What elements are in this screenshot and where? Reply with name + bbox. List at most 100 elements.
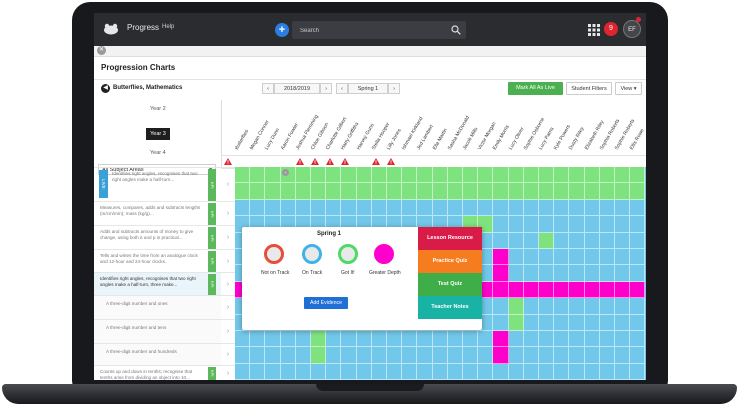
expand-row-arrow[interactable]: › — [221, 295, 235, 319]
grid-cell[interactable] — [356, 347, 372, 364]
objective-row[interactable]: Counts up and down in tenths; recognise … — [94, 365, 221, 380]
grid-cell[interactable] — [417, 331, 433, 348]
grid-cell[interactable] — [630, 183, 646, 200]
warning-icon[interactable] — [387, 158, 395, 165]
grid-cell[interactable] — [630, 331, 646, 348]
grid-cell[interactable] — [508, 216, 524, 233]
expand-row-arrow[interactable]: › — [221, 249, 235, 272]
grid-cell[interactable] — [447, 199, 463, 217]
grid-cell[interactable] — [402, 363, 418, 380]
grid-cell[interactable] — [508, 249, 524, 266]
grid-cell[interactable] — [371, 183, 387, 200]
grid-cell[interactable] — [493, 216, 509, 233]
objective-row[interactable]: Tells and writes the time from an analog… — [94, 249, 221, 272]
grid-cell[interactable] — [539, 331, 555, 348]
grid-cell[interactable] — [402, 331, 418, 348]
grid-cell[interactable] — [356, 183, 372, 200]
grid-cell[interactable] — [615, 183, 631, 200]
grid-cell[interactable] — [630, 314, 646, 331]
search-box[interactable] — [292, 21, 466, 41]
grid-cell[interactable] — [265, 199, 281, 217]
grid-cell[interactable] — [311, 363, 327, 380]
grid-cell[interactable] — [523, 199, 539, 217]
grid-cell[interactable] — [295, 363, 311, 380]
grid-cell[interactable] — [387, 331, 403, 348]
objective-row[interactable]: A three-digit number and hundreds — [94, 343, 221, 365]
grid-cell[interactable] — [523, 331, 539, 348]
grid-cell[interactable] — [584, 281, 600, 299]
grid-cell[interactable] — [569, 199, 585, 217]
grid-cell[interactable] — [615, 216, 631, 233]
grid-cell[interactable] — [523, 281, 539, 299]
grid-cell[interactable] — [417, 347, 433, 364]
expand-row-arrow[interactable]: › — [221, 272, 235, 295]
warning-icon[interactable] — [326, 158, 335, 165]
student-name-header[interactable]: Ellis Rowe — [628, 127, 646, 151]
objective-row[interactable]: Adds and subtracts amounts of money to g… — [94, 225, 221, 249]
grid-cell[interactable] — [508, 281, 524, 299]
grid-cell[interactable] — [584, 183, 600, 200]
grid-cell[interactable] — [630, 249, 646, 266]
grid-cell[interactable] — [493, 183, 509, 200]
grid-cell[interactable] — [447, 363, 463, 380]
grid-cell[interactable] — [615, 232, 631, 249]
grid-cell[interactable] — [235, 167, 251, 184]
grid-cell[interactable] — [326, 331, 342, 348]
grid-cell[interactable] — [493, 232, 509, 249]
grid-cell[interactable] — [265, 347, 281, 364]
grid-cell[interactable] — [463, 347, 479, 364]
grid-cell[interactable] — [402, 199, 418, 217]
grid-cell[interactable] — [387, 183, 403, 200]
view-dropdown[interactable]: View ▾ — [615, 82, 642, 95]
grid-cell[interactable] — [569, 232, 585, 249]
grid-cell[interactable] — [523, 265, 539, 282]
grid-cell[interactable] — [463, 363, 479, 380]
grid-cell[interactable] — [508, 265, 524, 282]
grid-cell[interactable] — [493, 314, 509, 331]
grid-cell[interactable] — [341, 199, 357, 217]
student-filters-button[interactable]: Student Filters — [566, 82, 612, 95]
grid-cell[interactable] — [508, 167, 524, 184]
grid-cell[interactable] — [250, 183, 266, 200]
add-evidence-button[interactable]: Add Evidence — [304, 297, 348, 309]
grid-cell[interactable] — [630, 232, 646, 249]
next-term-button[interactable]: › — [388, 83, 400, 94]
grid-cell[interactable] — [569, 216, 585, 233]
grid-cell[interactable] — [235, 363, 251, 380]
grid-cell[interactable] — [250, 363, 266, 380]
grid-cell[interactable] — [508, 199, 524, 217]
grid-cell[interactable] — [493, 298, 509, 315]
grid-cell[interactable] — [265, 183, 281, 200]
mark-all-live-button[interactable]: Mark All As Live — [508, 82, 563, 95]
grid-cell[interactable] — [569, 167, 585, 184]
grid-cell[interactable] — [341, 331, 357, 348]
grid-cell[interactable] — [311, 331, 327, 348]
grid-cell[interactable] — [569, 363, 585, 380]
grid-cell[interactable] — [493, 265, 509, 282]
term-select[interactable]: Spring 1 — [348, 83, 388, 94]
brand-name[interactable]: Progress — [127, 23, 160, 32]
user-avatar[interactable]: EF — [623, 20, 641, 38]
got-it-option[interactable] — [338, 244, 358, 264]
grid-cell[interactable] — [599, 347, 615, 364]
grid-cell[interactable] — [387, 363, 403, 380]
grid-cell[interactable] — [417, 363, 433, 380]
grid-cell[interactable] — [584, 199, 600, 217]
grid-cell[interactable] — [599, 232, 615, 249]
grid-cell[interactable] — [356, 331, 372, 348]
grid-cell[interactable] — [478, 331, 494, 348]
grid-cell[interactable] — [599, 183, 615, 200]
grid-cell[interactable] — [569, 183, 585, 200]
grid-cell[interactable] — [539, 363, 555, 380]
warning-icon[interactable] — [295, 158, 304, 165]
year-option-4[interactable]: Year 4 — [150, 150, 166, 156]
grid-cell[interactable] — [341, 363, 357, 380]
grid-cell[interactable] — [311, 167, 327, 184]
grid-cell[interactable] — [615, 331, 631, 348]
warning-icon[interactable] — [311, 158, 319, 165]
grid-cell[interactable] — [508, 314, 524, 331]
grid-cell[interactable] — [463, 331, 479, 348]
grid-cell[interactable] — [250, 199, 266, 217]
grid-cell[interactable] — [326, 183, 342, 200]
grid-cell[interactable] — [326, 167, 342, 184]
